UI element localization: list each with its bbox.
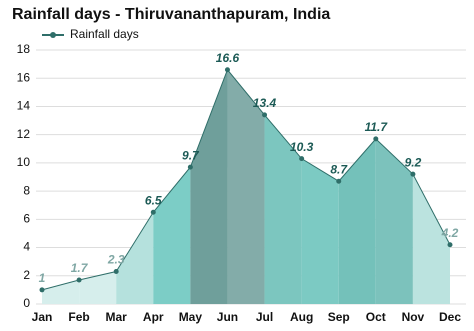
chart-title: Rainfall days - Thiruvananthapuram, Indi… bbox=[12, 6, 330, 23]
data-point bbox=[150, 209, 156, 215]
value-label: 13.4 bbox=[253, 96, 277, 110]
y-tick-label: 14 bbox=[17, 99, 31, 113]
x-tick-label: Jul bbox=[256, 310, 273, 324]
legend: Rainfall days bbox=[42, 27, 139, 41]
value-label: 11.7 bbox=[365, 120, 389, 134]
line bbox=[41, 68, 451, 291]
value-label: 16.6 bbox=[216, 51, 240, 65]
y-tick-label: 10 bbox=[17, 155, 31, 169]
x-tick-label: Mar bbox=[106, 310, 128, 324]
area-segment bbox=[412, 174, 450, 304]
data-point bbox=[447, 242, 453, 248]
value-label: 1 bbox=[39, 271, 46, 285]
x-tick-label: Sep bbox=[328, 310, 350, 324]
y-tick-label: 8 bbox=[23, 183, 30, 197]
area-segment bbox=[42, 280, 80, 304]
data-point bbox=[299, 156, 305, 162]
x-tick-label: Feb bbox=[68, 310, 89, 324]
x-tick-label: May bbox=[179, 310, 203, 324]
y-tick-label: 2 bbox=[23, 268, 30, 282]
data-point bbox=[39, 287, 45, 293]
y-tick-label: 6 bbox=[23, 212, 30, 226]
data-point bbox=[113, 269, 119, 275]
value-label: 6.5 bbox=[145, 193, 162, 207]
legend-label: Rainfall days bbox=[70, 27, 139, 41]
x-tick-label: Nov bbox=[402, 310, 425, 324]
value-label: 1.7 bbox=[71, 261, 89, 275]
area-segment bbox=[190, 69, 228, 304]
area-segment bbox=[153, 167, 191, 304]
y-tick-label: 4 bbox=[23, 240, 30, 254]
data-point bbox=[76, 277, 82, 283]
x-tick-label: Jun bbox=[217, 310, 238, 324]
y-tick-label: 16 bbox=[17, 70, 31, 84]
y-tick-label: 0 bbox=[23, 296, 30, 310]
y-tick-label: 18 bbox=[17, 42, 31, 56]
value-label: 9.7 bbox=[182, 148, 200, 162]
area-segment bbox=[264, 114, 302, 305]
x-tick-label: Jan bbox=[32, 310, 53, 324]
data-point bbox=[373, 136, 379, 142]
area-segment bbox=[338, 138, 376, 304]
x-tick-label: Apr bbox=[143, 310, 164, 324]
area-segment bbox=[301, 158, 339, 304]
value-label: 8.7 bbox=[330, 162, 348, 176]
y-tick-label: 12 bbox=[17, 127, 31, 141]
legend-marker bbox=[50, 32, 56, 38]
area-segment bbox=[79, 271, 117, 304]
value-label: 2.3 bbox=[107, 253, 125, 267]
area-segment bbox=[116, 212, 154, 304]
data-point bbox=[336, 178, 342, 184]
data-point bbox=[262, 112, 268, 118]
x-tick-label: Dec bbox=[439, 310, 461, 324]
area-segment bbox=[227, 69, 265, 304]
value-label: 10.3 bbox=[290, 140, 314, 154]
area-segment bbox=[375, 138, 413, 304]
data-point bbox=[224, 67, 230, 73]
x-tick-label: Aug bbox=[290, 310, 313, 324]
data-point bbox=[410, 171, 416, 177]
x-tick-label: Oct bbox=[366, 310, 386, 324]
data-point bbox=[187, 164, 193, 170]
value-label: 9.2 bbox=[405, 155, 422, 169]
value-label: 4.2 bbox=[441, 226, 459, 240]
